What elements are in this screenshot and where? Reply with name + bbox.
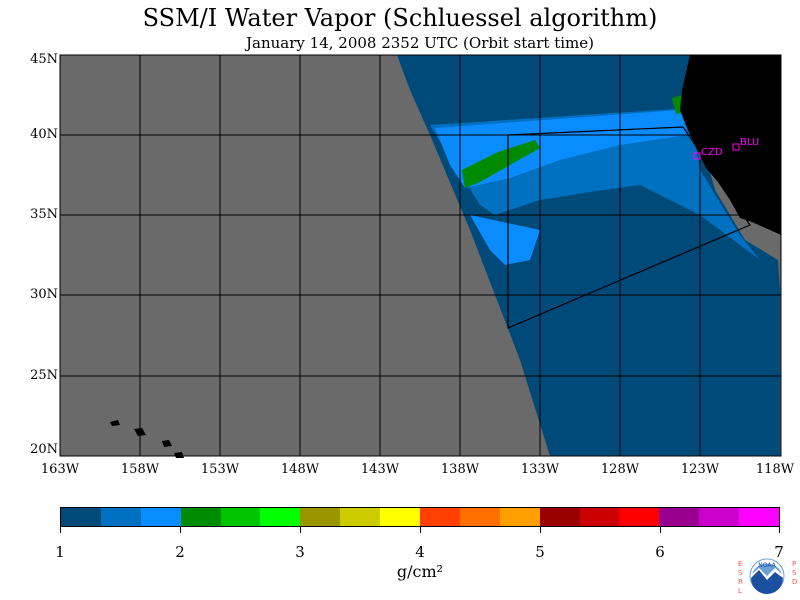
lon-label-143w: 143W — [360, 462, 400, 477]
gridlines — [60, 55, 781, 456]
svg-text:S: S — [738, 569, 743, 577]
lat-label-20n: 20N — [30, 442, 58, 457]
lon-label-138w: 138W — [440, 462, 480, 477]
lat-label-45n: 45N — [30, 52, 58, 67]
lon-label-118w: 118W — [755, 462, 795, 477]
station-label-czd: CZD — [701, 147, 723, 158]
noaa-logo: E S R L NOAA P S D — [738, 558, 797, 595]
colorbar-units: g/cm² — [396, 562, 444, 581]
station-label-blu: BLU — [740, 137, 760, 148]
colorbar-tick-1 — [60, 527, 61, 533]
colorbar-swatch — [61, 508, 101, 526]
colorbar-swatch — [459, 508, 500, 526]
colorbar-swatch — [380, 508, 421, 526]
swath-low-vapor-lower — [470, 215, 540, 265]
map-subtitle: January 14, 2008 2352 UTC (Orbit start t… — [246, 34, 594, 52]
colorbar-swatch — [579, 508, 620, 526]
colorbar — [60, 507, 780, 527]
station-marker-blu — [732, 143, 740, 151]
colorbar-swatch — [260, 508, 301, 526]
svg-text:S: S — [792, 569, 797, 577]
study-region-outline — [507, 126, 751, 329]
lon-label-163w: 163W — [40, 462, 80, 477]
colorbar-tick-7 — [779, 527, 780, 533]
logo-left-letters: E — [738, 560, 742, 568]
colorbar-swatch — [539, 508, 580, 526]
lon-label-128w: 128W — [600, 462, 640, 477]
colorbar-tick-3 — [300, 527, 301, 533]
colorbar-label-1: 1 — [55, 543, 65, 561]
land-hawaii-3 — [162, 440, 172, 447]
colorbar-label-2: 2 — [175, 543, 185, 561]
colorbar-tick-6 — [660, 527, 661, 533]
colorbar-tick-4 — [420, 527, 421, 533]
colorbar-label-3: 3 — [295, 543, 305, 561]
colorbar-swatch — [499, 508, 540, 526]
colorbar-label-6: 6 — [655, 543, 665, 561]
colorbar-label-4: 4 — [415, 543, 425, 561]
svg-text:D: D — [792, 578, 797, 586]
colorbar-tick-5 — [540, 527, 541, 533]
lat-label-25n: 25N — [30, 368, 58, 383]
colorbar-swatch — [100, 508, 141, 526]
land-california — [680, 55, 781, 235]
lon-label-158w: 158W — [120, 462, 160, 477]
station-marker-czd — [693, 152, 701, 160]
land-hawaii-1 — [110, 420, 120, 426]
map-title: SSM/I Water Vapor (Schluessel algorithm) — [142, 4, 658, 32]
lon-label-133w: 133W — [520, 462, 560, 477]
colorbar-label-7: 7 — [774, 543, 784, 561]
colorbar-swatch — [180, 508, 221, 526]
lat-label-35n: 35N — [30, 207, 58, 222]
colorbar-swatch — [420, 508, 460, 526]
high-vapor-patch — [462, 140, 540, 188]
logo-right-letters: P — [792, 560, 796, 568]
svg-text:L: L — [738, 587, 742, 595]
colorbar-swatch — [140, 508, 181, 526]
colorbar-label-5: 5 — [535, 543, 545, 561]
logo-text: NOAA — [758, 562, 776, 569]
lon-label-148w: 148W — [280, 462, 320, 477]
colorbar-swatch — [300, 508, 341, 526]
lon-label-123w: 123W — [680, 462, 720, 477]
lat-label-40n: 40N — [30, 127, 58, 142]
lat-label-30n: 30N — [30, 287, 58, 302]
svg-text:R: R — [738, 578, 743, 586]
colorbar-tick-2 — [180, 527, 181, 533]
colorbar-swatch — [739, 508, 780, 526]
lon-label-153w: 153W — [200, 462, 240, 477]
map-frame — [59, 54, 782, 457]
colorbar-swatch — [659, 508, 700, 526]
colorbar-swatch — [340, 508, 381, 526]
colorbar-swatch — [220, 508, 261, 526]
colorbar-swatch — [619, 508, 660, 526]
colorbar-swatch — [699, 508, 740, 526]
